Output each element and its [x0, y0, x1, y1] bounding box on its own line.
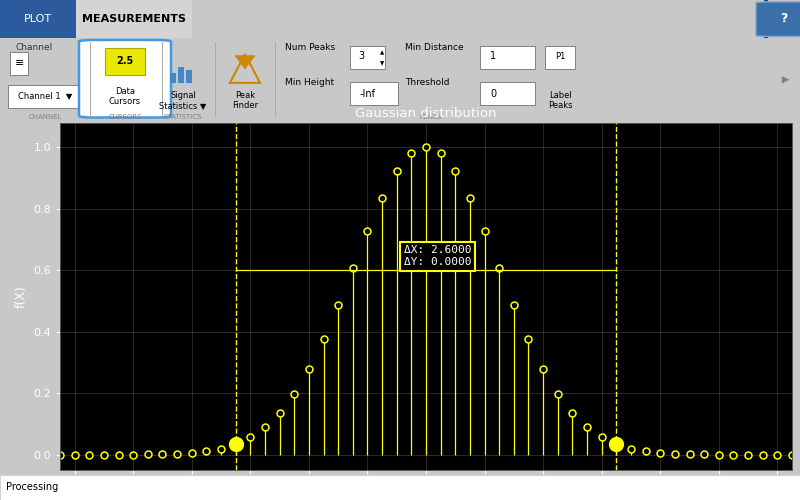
- FancyBboxPatch shape: [79, 40, 171, 117]
- Bar: [350, 82, 398, 105]
- FancyBboxPatch shape: [756, 2, 800, 36]
- Text: PEAKS: PEAKS: [419, 114, 441, 119]
- Text: Data: Data: [115, 88, 135, 96]
- Text: PLOT: PLOT: [23, 14, 52, 24]
- Text: Channel 1  ▼: Channel 1 ▼: [18, 91, 72, 100]
- Text: MEASUREMENTS: MEASUREMENTS: [82, 14, 186, 24]
- Text: Min Distance: Min Distance: [405, 43, 464, 52]
- Text: STATISTICS: STATISTICS: [164, 114, 202, 119]
- Bar: [545, 46, 575, 69]
- Text: Threshold: Threshold: [405, 78, 450, 88]
- Text: CHANNEL: CHANNEL: [28, 114, 62, 119]
- Text: Processing: Processing: [6, 482, 58, 492]
- Text: Label: Label: [549, 91, 571, 100]
- Text: Channel: Channel: [15, 43, 52, 52]
- Text: ▲: ▲: [380, 50, 384, 55]
- Text: Signal: Signal: [170, 91, 196, 100]
- Bar: [76, 0, 192, 38]
- Title: Gaussian distribution: Gaussian distribution: [355, 107, 497, 120]
- Bar: [480, 82, 535, 105]
- Bar: [10, 52, 28, 74]
- Text: -Inf: -Inf: [360, 88, 376, 99]
- Bar: [105, 48, 145, 74]
- Text: CURSORS: CURSORS: [108, 114, 142, 119]
- Text: Cursors: Cursors: [109, 98, 141, 106]
- Text: Num Peaks: Num Peaks: [285, 43, 335, 52]
- Bar: [764, 0, 768, 38]
- Bar: [178, 67, 184, 83]
- X-axis label: X: X: [422, 494, 430, 500]
- Bar: [170, 73, 176, 83]
- Text: Min Height: Min Height: [285, 78, 334, 88]
- Text: ?: ?: [780, 12, 788, 25]
- Text: Finder: Finder: [232, 100, 258, 110]
- Text: Statistics ▼: Statistics ▼: [159, 100, 206, 110]
- Text: 1: 1: [490, 52, 496, 62]
- Text: ≡: ≡: [15, 58, 25, 68]
- Bar: [480, 46, 535, 69]
- Text: 0: 0: [490, 88, 496, 99]
- Bar: [186, 70, 192, 83]
- Text: P1: P1: [555, 52, 565, 61]
- Polygon shape: [235, 56, 255, 69]
- Y-axis label: f(X): f(X): [14, 285, 28, 308]
- Text: ΔX: 2.6000
ΔY: 0.0000: ΔX: 2.6000 ΔY: 0.0000: [404, 246, 471, 267]
- Text: ▼: ▼: [380, 62, 384, 66]
- Bar: [8, 84, 83, 108]
- Text: 2.5: 2.5: [116, 56, 134, 66]
- Text: Peaks: Peaks: [548, 100, 572, 110]
- Bar: [0, 0, 76, 38]
- Bar: [350, 46, 385, 69]
- Text: 3: 3: [358, 52, 364, 62]
- Text: Peak: Peak: [235, 91, 255, 100]
- Text: ▲: ▲: [780, 75, 790, 82]
